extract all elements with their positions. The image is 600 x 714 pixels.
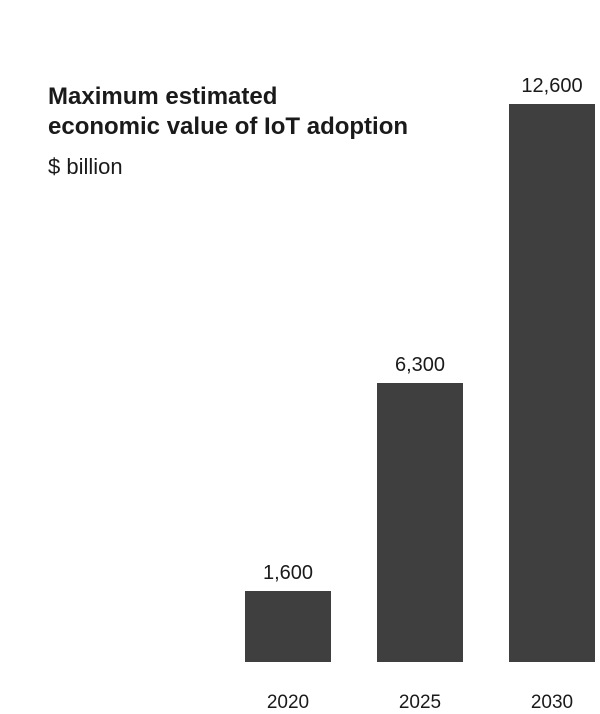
bar-2025 bbox=[377, 383, 463, 662]
bar-group-2030: 12,600 bbox=[509, 75, 595, 662]
bar-2030 bbox=[509, 104, 595, 662]
bar-value-label: 12,600 bbox=[521, 75, 582, 98]
plot-area: 1,600 6,300 12,600 bbox=[0, 104, 600, 662]
x-label-2030: 2030 bbox=[509, 692, 595, 714]
x-label-2020: 2020 bbox=[245, 692, 331, 714]
bar-value-label: 6,300 bbox=[395, 354, 445, 377]
bar-2020 bbox=[245, 591, 331, 662]
bar-group-2020: 1,600 bbox=[245, 562, 331, 662]
bar-value-label: 1,600 bbox=[263, 562, 313, 585]
x-label-2025: 2025 bbox=[377, 692, 463, 714]
chart-canvas: Maximum estimated economic value of IoT … bbox=[0, 0, 600, 702]
bar-group-2025: 6,300 bbox=[377, 354, 463, 662]
bars-container: 1,600 6,300 12,600 bbox=[0, 104, 600, 662]
